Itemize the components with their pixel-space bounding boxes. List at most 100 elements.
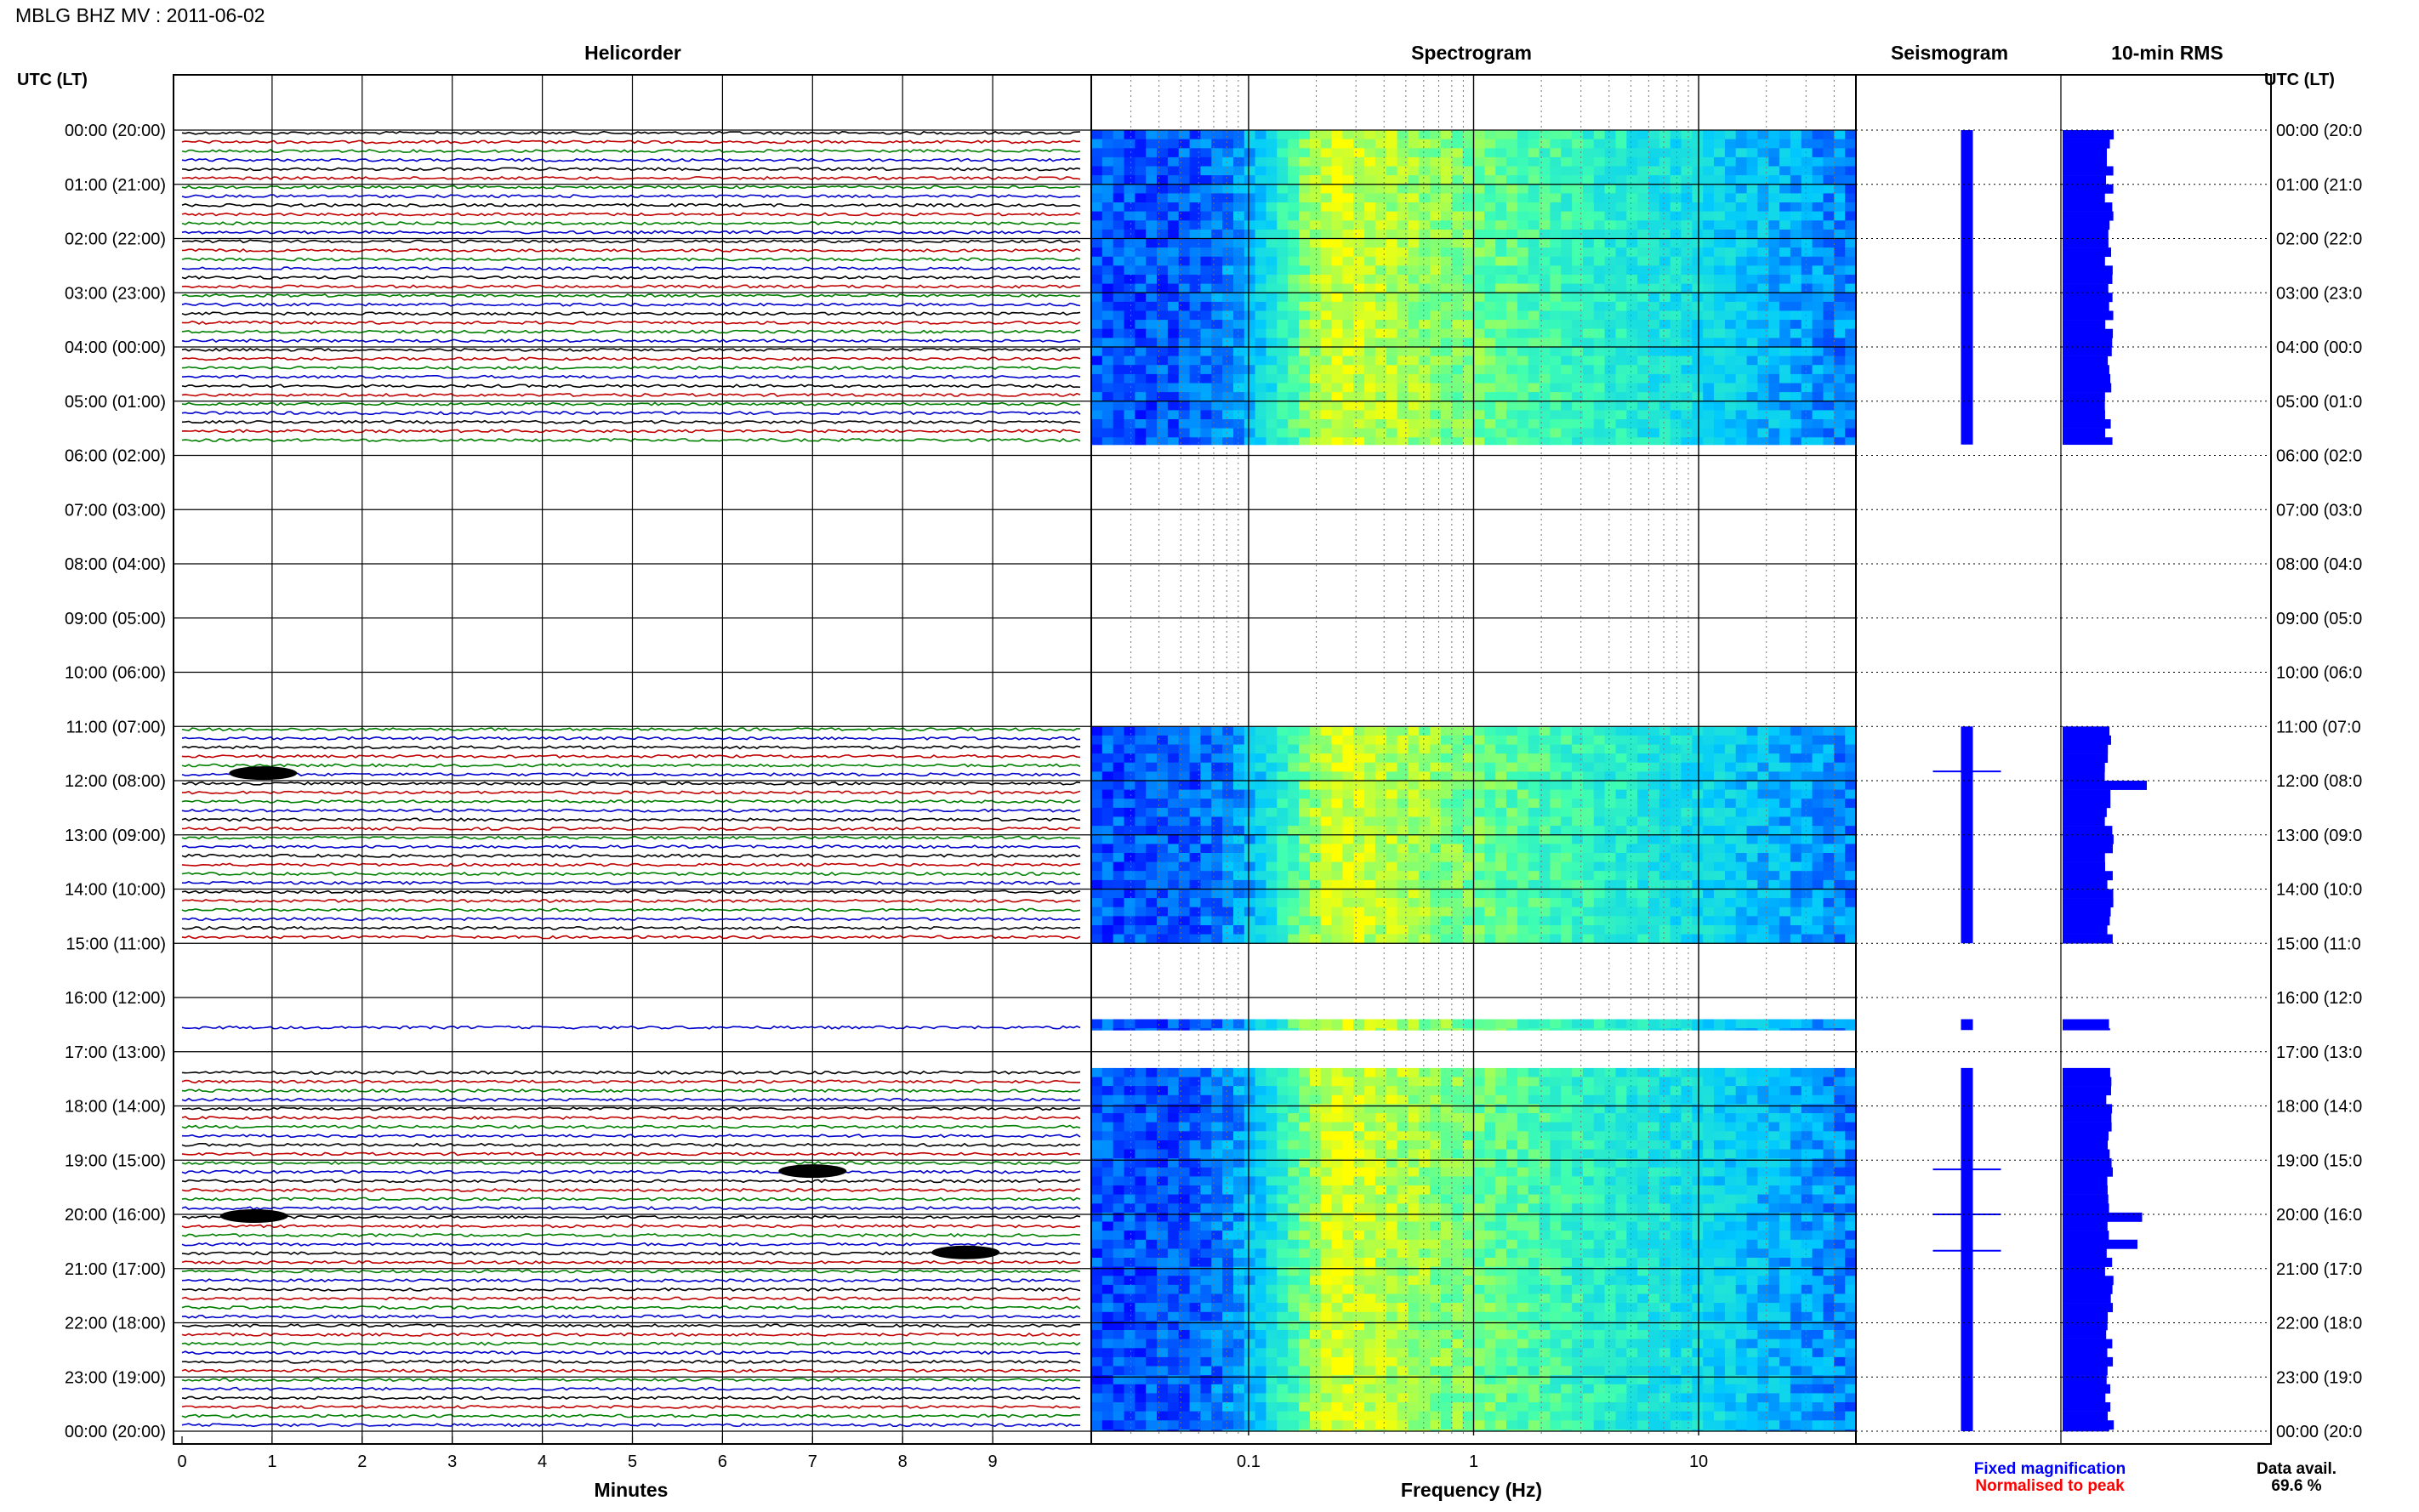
- spectrogram-cell: [1408, 166, 1420, 176]
- spectrogram-cell: [1812, 347, 1824, 357]
- spectrogram-cell: [1768, 799, 1780, 809]
- spectrogram-cell: [1845, 879, 1857, 890]
- spectrogram-cell: [1364, 139, 1376, 149]
- spectrogram-cell: [1604, 265, 1617, 276]
- spectrogram-cell: [1331, 202, 1344, 213]
- spectrogram-cell: [1430, 193, 1442, 203]
- spectrogram-cell: [1801, 1094, 1813, 1105]
- spectrogram-cell: [1735, 301, 1748, 311]
- spectrogram-cell: [1178, 1077, 1191, 1087]
- spectrogram-cell: [1637, 130, 1649, 140]
- spectrogram-cell: [1779, 156, 1791, 167]
- spectrogram-cell: [1124, 916, 1136, 926]
- spectrogram-cell: [1692, 807, 1704, 817]
- spectrogram-cell: [1790, 934, 1802, 944]
- spectrogram-cell: [1637, 1028, 1649, 1031]
- spectrogram-cell: [1528, 879, 1540, 890]
- spectrogram-cell: [1288, 283, 1300, 293]
- spectrogram-cell: [1724, 916, 1737, 926]
- spectrogram-cell: [1670, 744, 1682, 754]
- spectrogram-cell: [1495, 889, 1507, 899]
- spectrogram-cell: [1768, 1122, 1780, 1132]
- spectrogram-cell: [1692, 834, 1704, 844]
- spectrogram-cell: [1572, 889, 1584, 899]
- spectrogram-cell: [1812, 879, 1824, 890]
- spectrogram-cell: [1342, 789, 1354, 799]
- spectrogram-cell: [1604, 726, 1617, 736]
- spectrogram-cell: [1517, 265, 1529, 276]
- spectrogram-cell: [1266, 220, 1278, 230]
- spectrogram-cell: [1473, 1113, 1486, 1123]
- spectrogram-cell: [1714, 265, 1726, 276]
- spectrogram-cell: [1288, 879, 1300, 890]
- spectrogram-cell: [1681, 1104, 1693, 1114]
- spectrogram-cell: [1648, 419, 1660, 429]
- spectrogram-cell: [1550, 1086, 1562, 1096]
- spectrogram-cell: [1539, 383, 1551, 393]
- spectrogram-cell: [1146, 934, 1158, 944]
- spectrogram-cell: [1135, 130, 1147, 140]
- spectrogram-cell: [1364, 338, 1376, 348]
- spectrogram-cell: [1124, 771, 1136, 782]
- spectrogram-cell: [1582, 175, 1595, 185]
- spectrogram-cell: [1211, 301, 1223, 311]
- spectrogram-cell: [1659, 762, 1671, 772]
- spectrogram-cell: [1735, 229, 1748, 239]
- spectrogram-cell: [1637, 789, 1649, 799]
- spectrogram-cell: [1342, 861, 1354, 872]
- spectrogram-cell: [1582, 148, 1595, 158]
- spectrogram-cell: [1419, 265, 1431, 276]
- spectrogram-cell: [1430, 320, 1442, 330]
- spectrogram-cell: [1353, 925, 1365, 935]
- spectrogram-cell: [1724, 853, 1737, 863]
- spectrogram-cell: [1462, 834, 1475, 844]
- spectrogram-cell: [1342, 229, 1354, 239]
- spectrogram-cell: [1462, 419, 1475, 429]
- spectrogram-cell: [1670, 166, 1682, 176]
- spectrogram-cell: [1659, 735, 1671, 745]
- spectrogram-cell: [1386, 202, 1398, 213]
- spectrogram-cell: [1735, 934, 1748, 944]
- spectrogram-cell: [1506, 373, 1518, 384]
- spectrogram-cell: [1419, 293, 1431, 303]
- spectrogram-cell: [1768, 175, 1780, 185]
- spectrogram-cell: [1626, 419, 1638, 429]
- spectrogram-cell: [1670, 861, 1682, 872]
- spectrogram-cell: [1615, 1104, 1628, 1114]
- spectrogram-cell: [1419, 1104, 1431, 1114]
- spectrogram-cell: [1703, 726, 1715, 736]
- spectrogram-cell: [1244, 347, 1256, 357]
- spectrogram-cell: [1648, 861, 1660, 872]
- spectrogram-cell: [1637, 925, 1649, 935]
- spectrogram-cell: [1430, 1094, 1442, 1105]
- spectrogram-cell: [1331, 220, 1344, 230]
- spectrogram-cell: [1178, 238, 1191, 248]
- left-time-ticks: 00:00 (20:00)01:00 (21:00)02:00 (22:00)0…: [65, 122, 166, 1441]
- spectrogram-cell: [1823, 816, 1836, 827]
- spectrogram-cell: [1167, 861, 1180, 872]
- spectrogram-cell: [1626, 229, 1638, 239]
- spectrogram-cell: [1714, 256, 1726, 266]
- spectrogram-cell: [1397, 744, 1409, 754]
- spectrogram-cell: [1801, 202, 1813, 213]
- spectrogram-cell: [1495, 256, 1507, 266]
- spectrogram-cell: [1615, 735, 1628, 745]
- spectrogram-cell: [1441, 789, 1453, 799]
- spectrogram-cell: [1539, 744, 1551, 754]
- spectrogram-cell: [1462, 166, 1475, 176]
- spectrogram-cell: [1397, 916, 1409, 926]
- spectrogram-cell: [1539, 934, 1551, 944]
- spectrogram-cell: [1593, 1077, 1606, 1087]
- spectrogram-cell: [1703, 1028, 1715, 1031]
- spectrogram-cell: [1626, 256, 1638, 266]
- spectrogram-cell: [1473, 753, 1486, 764]
- spectrogram-cell: [1124, 816, 1136, 827]
- spectrogram-cell: [1200, 789, 1212, 799]
- spectrogram-cell: [1462, 428, 1475, 438]
- spectrogram-cell: [1845, 373, 1857, 384]
- spectrogram-cell: [1834, 844, 1846, 854]
- spectrogram-cell: [1113, 293, 1125, 303]
- spectrogram-cell: [1735, 1067, 1748, 1077]
- spectrogram-cell: [1255, 437, 1267, 446]
- spectrogram-cell: [1135, 898, 1147, 908]
